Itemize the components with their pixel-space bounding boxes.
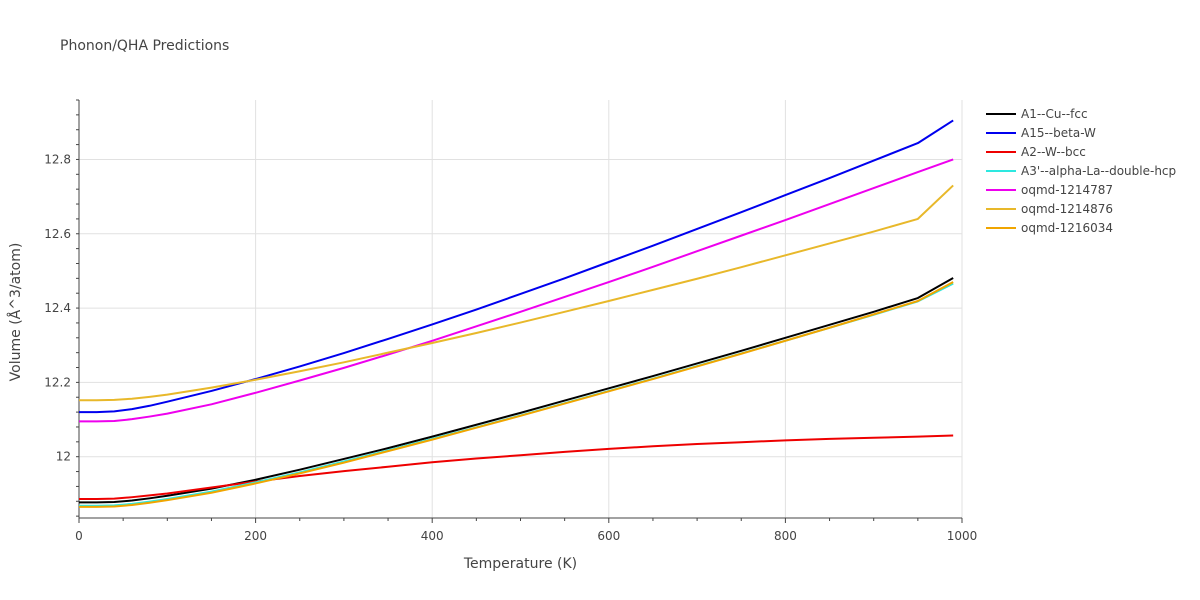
legend-label: A1--Cu--fcc [1021, 107, 1088, 121]
legend-item[interactable]: A2--W--bcc [986, 145, 1086, 159]
legend-item[interactable]: A3'--alpha-La--double-hcp [986, 164, 1176, 178]
legend-item[interactable]: oqmd-1214787 [986, 183, 1113, 197]
series [79, 119, 954, 508]
legend-label: oqmd-1216034 [1021, 221, 1113, 235]
series-line-4 [79, 158, 954, 423]
legend-label: oqmd-1214876 [1021, 202, 1113, 216]
y-tick-label: 12 [56, 450, 71, 464]
axes: 0 200 400 600 800 1000 12 12.2 12.4 12.6 12.8 [44, 99, 978, 543]
series-line-6 [79, 281, 954, 508]
y-tick-label: 12.6 [44, 227, 71, 241]
y-axis-label: Volume (Å^3/atom) [7, 243, 24, 382]
legend-label: A3'--alpha-La--double-hcp [1021, 164, 1176, 178]
x-tick-label: 400 [421, 529, 444, 543]
grid [79, 100, 963, 518]
legend-item[interactable]: oqmd-1216034 [986, 221, 1113, 235]
series-line-1 [79, 119, 954, 414]
legend-item[interactable]: oqmd-1214876 [986, 202, 1113, 216]
x-tick-label: 200 [244, 529, 267, 543]
y-tick-label: 12.8 [44, 152, 71, 166]
x-tick-label: 1000 [947, 529, 978, 543]
legend-item[interactable]: A15--beta-W [986, 126, 1096, 140]
series-line-3 [79, 282, 954, 507]
legend-label: A15--beta-W [1021, 126, 1096, 140]
series-line-2 [79, 434, 954, 501]
series-line-0 [79, 277, 954, 504]
x-axis-label: Temperature (K) [463, 556, 577, 572]
legend-item[interactable]: A1--Cu--fcc [986, 107, 1088, 121]
legend-label: oqmd-1214787 [1021, 183, 1113, 197]
y-tick-label: 12.2 [44, 375, 71, 389]
legend-label: A2--W--bcc [1021, 145, 1086, 159]
legend[interactable]: A1--Cu--fcc A15--beta-W A2--W--bcc A3'--alp… [986, 107, 1176, 235]
series-line-5 [79, 184, 954, 402]
y-tick-label: 12.4 [44, 301, 71, 315]
x-tick-label: 600 [597, 529, 620, 543]
x-tick-label: 0 [75, 529, 83, 543]
x-tick-label: 800 [774, 529, 797, 543]
chart-title: Phonon/QHA Predictions [60, 38, 229, 54]
